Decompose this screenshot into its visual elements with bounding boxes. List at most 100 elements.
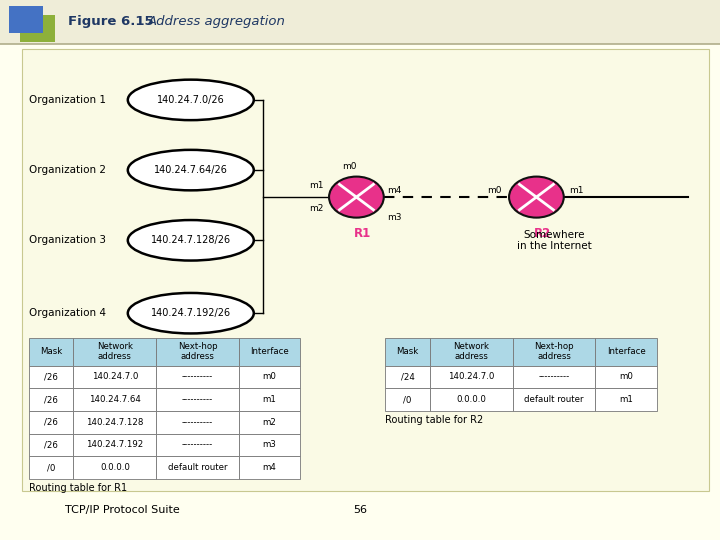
Text: m2: m2: [309, 205, 323, 213]
FancyBboxPatch shape: [385, 388, 430, 411]
FancyBboxPatch shape: [73, 388, 156, 411]
FancyBboxPatch shape: [430, 366, 513, 388]
Text: Address aggregation: Address aggregation: [148, 15, 285, 28]
FancyBboxPatch shape: [22, 49, 709, 491]
FancyBboxPatch shape: [595, 366, 657, 388]
FancyBboxPatch shape: [513, 366, 595, 388]
FancyBboxPatch shape: [595, 338, 657, 366]
FancyBboxPatch shape: [430, 338, 513, 366]
FancyBboxPatch shape: [513, 388, 595, 411]
Text: 140.24.7.0: 140.24.7.0: [91, 373, 138, 381]
FancyBboxPatch shape: [73, 366, 156, 388]
Text: Interface: Interface: [607, 347, 645, 356]
Text: Interface: Interface: [251, 347, 289, 356]
Ellipse shape: [509, 177, 564, 218]
FancyBboxPatch shape: [29, 388, 73, 411]
Text: Network
address: Network address: [454, 342, 490, 361]
FancyBboxPatch shape: [29, 338, 73, 366]
Text: /26: /26: [44, 395, 58, 404]
FancyBboxPatch shape: [156, 366, 239, 388]
FancyBboxPatch shape: [239, 456, 300, 479]
Text: Organization 4: Organization 4: [29, 308, 106, 318]
FancyBboxPatch shape: [239, 366, 300, 388]
FancyBboxPatch shape: [239, 411, 300, 434]
Ellipse shape: [128, 220, 254, 260]
FancyBboxPatch shape: [29, 411, 73, 434]
Text: Organization 3: Organization 3: [29, 235, 106, 245]
Text: m1: m1: [570, 186, 584, 195]
Text: 140.24.7.192: 140.24.7.192: [86, 441, 143, 449]
Text: m0: m0: [487, 186, 502, 195]
Text: Organization 1: Organization 1: [29, 95, 106, 105]
FancyBboxPatch shape: [73, 338, 156, 366]
FancyBboxPatch shape: [239, 338, 300, 366]
Text: m2: m2: [263, 418, 276, 427]
Text: 0.0.0.0: 0.0.0.0: [100, 463, 130, 472]
Text: 140.24.7.64/26: 140.24.7.64/26: [154, 165, 228, 175]
Text: 140.24.7.128/26: 140.24.7.128/26: [150, 235, 231, 245]
Text: 140.24.7.0: 140.24.7.0: [448, 373, 495, 381]
Text: Mask: Mask: [40, 347, 62, 356]
Text: /24: /24: [400, 373, 415, 381]
Text: m4: m4: [263, 463, 276, 472]
Bar: [20, 15, 55, 42]
Text: ----------: ----------: [182, 441, 213, 449]
FancyBboxPatch shape: [29, 434, 73, 456]
Bar: [9, 6, 43, 33]
Text: Somewhere
in the Internet: Somewhere in the Internet: [517, 230, 592, 251]
Text: ----------: ----------: [182, 395, 213, 404]
Text: 56: 56: [353, 505, 367, 515]
FancyBboxPatch shape: [156, 434, 239, 456]
FancyBboxPatch shape: [385, 338, 430, 366]
Text: Next-hop
address: Next-hop address: [534, 342, 574, 361]
FancyBboxPatch shape: [156, 338, 239, 366]
Text: /26: /26: [44, 373, 58, 381]
Text: R1: R1: [354, 227, 371, 240]
Text: /0: /0: [47, 463, 55, 472]
Text: Next-hop
address: Next-hop address: [178, 342, 217, 361]
FancyBboxPatch shape: [0, 0, 720, 44]
Text: m0: m0: [619, 373, 633, 381]
Ellipse shape: [329, 177, 384, 218]
Ellipse shape: [128, 293, 254, 333]
Text: Figure 6.15: Figure 6.15: [68, 15, 154, 28]
Text: /26: /26: [44, 418, 58, 427]
Text: Mask: Mask: [397, 347, 418, 356]
FancyBboxPatch shape: [430, 388, 513, 411]
Text: /26: /26: [44, 441, 58, 449]
Text: /0: /0: [403, 395, 412, 404]
FancyBboxPatch shape: [239, 434, 300, 456]
Text: TCP/IP Protocol Suite: TCP/IP Protocol Suite: [65, 505, 179, 515]
Text: 140.24.7.64: 140.24.7.64: [89, 395, 141, 404]
Text: ----------: ----------: [182, 373, 213, 381]
Text: default router: default router: [168, 463, 228, 472]
FancyBboxPatch shape: [385, 366, 430, 388]
Ellipse shape: [128, 150, 254, 190]
Text: m1: m1: [619, 395, 633, 404]
Text: ----------: ----------: [539, 373, 570, 381]
Ellipse shape: [128, 80, 254, 120]
Text: Organization 2: Organization 2: [29, 165, 106, 175]
Text: 140.24.7.192/26: 140.24.7.192/26: [150, 308, 231, 318]
FancyBboxPatch shape: [73, 456, 156, 479]
Text: 140.24.7.0/26: 140.24.7.0/26: [157, 95, 225, 105]
Text: m1: m1: [263, 395, 276, 404]
Text: m4: m4: [387, 186, 401, 195]
Text: Routing table for R1: Routing table for R1: [29, 483, 127, 494]
Text: 140.24.7.128: 140.24.7.128: [86, 418, 143, 427]
Text: Routing table for R2: Routing table for R2: [385, 415, 483, 426]
FancyBboxPatch shape: [29, 456, 73, 479]
FancyBboxPatch shape: [156, 456, 239, 479]
FancyBboxPatch shape: [29, 366, 73, 388]
Text: 0.0.0.0: 0.0.0.0: [456, 395, 486, 404]
Text: Network
address: Network address: [96, 342, 133, 361]
Text: ----------: ----------: [182, 418, 213, 427]
FancyBboxPatch shape: [73, 411, 156, 434]
Text: m3: m3: [387, 213, 401, 222]
Text: R2: R2: [534, 227, 551, 240]
FancyBboxPatch shape: [595, 388, 657, 411]
FancyBboxPatch shape: [156, 411, 239, 434]
FancyBboxPatch shape: [73, 434, 156, 456]
Text: m0: m0: [263, 373, 276, 381]
FancyBboxPatch shape: [513, 338, 595, 366]
